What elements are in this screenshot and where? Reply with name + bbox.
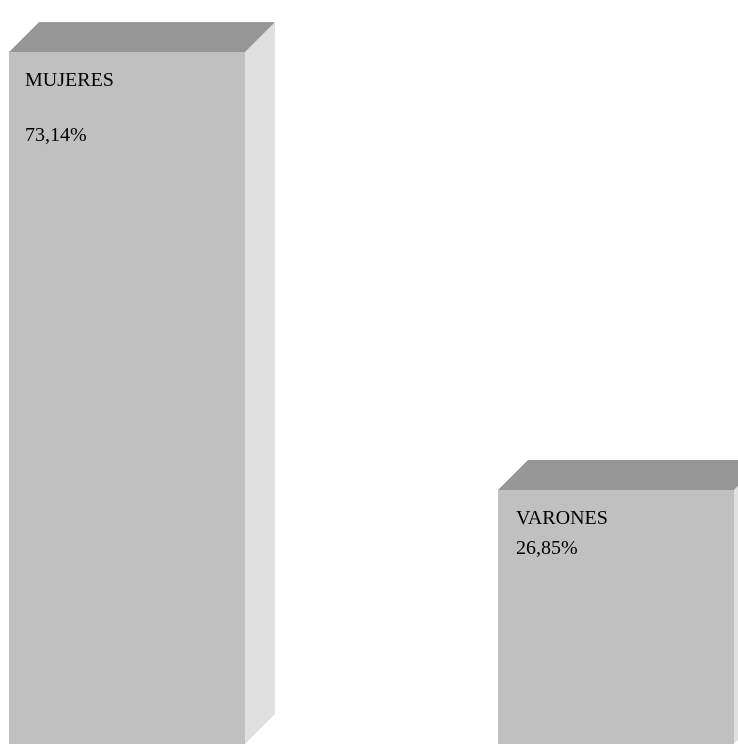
- bar-side-mujeres: [245, 22, 275, 745]
- bar-value-label-varones: 26,85%: [516, 537, 578, 559]
- bar-category-label-mujeres: MUJERES: [25, 69, 114, 91]
- bar-value-label-mujeres: 73,14%: [25, 124, 87, 146]
- bar-side-varones: [734, 485, 738, 744]
- bar-front-varones: [498, 489, 734, 744]
- bar-top-varones: [498, 459, 738, 490]
- bar-category-label-varones: VARONES: [516, 507, 608, 529]
- bar-front-mujeres: [9, 52, 245, 745]
- bar-top-mujeres: [9, 22, 275, 53]
